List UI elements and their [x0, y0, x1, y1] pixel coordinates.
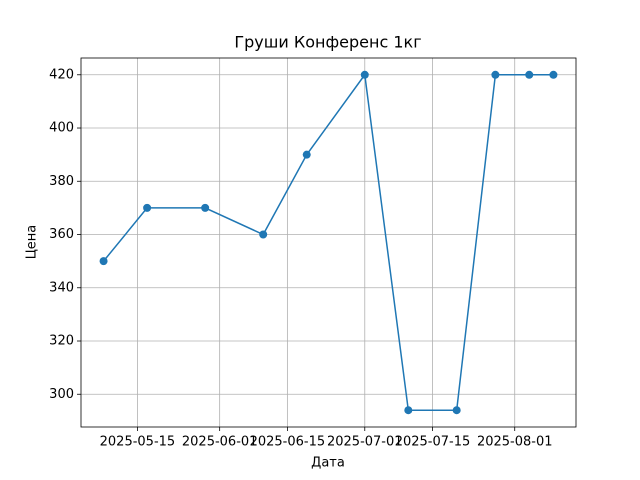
- y-tick-label: 420: [49, 67, 74, 82]
- y-tick-label: 320: [49, 334, 74, 349]
- y-axis-label: Цена: [25, 225, 40, 260]
- y-tick-label: 380: [49, 174, 74, 189]
- plot-frame: [80, 57, 577, 428]
- marker: [143, 203, 152, 212]
- x-tick-label: 2025-06-15: [250, 435, 326, 450]
- y-tick-label: 340: [49, 280, 74, 295]
- x-axis-label: Дата: [311, 456, 345, 471]
- marker: [201, 203, 210, 212]
- marker: [360, 70, 369, 79]
- x-tick-label: 2025-07-15: [395, 435, 471, 450]
- x-tick-label: 2025-07-01: [327, 435, 403, 450]
- y-tick-label: 400: [49, 121, 74, 136]
- marker: [302, 150, 311, 159]
- marker: [549, 70, 558, 79]
- x-tick-label: 2025-08-01: [477, 435, 553, 450]
- marker: [259, 230, 268, 239]
- x-tick-label: 2025-06-01: [182, 435, 258, 450]
- marker: [491, 70, 500, 79]
- chart-title: Груши Конференс 1кг: [234, 33, 421, 52]
- marker: [525, 70, 534, 79]
- y-tick-label: 300: [49, 387, 74, 402]
- y-tick-label: 360: [49, 227, 74, 242]
- marker: [99, 257, 108, 266]
- x-tick-label: 2025-05-15: [100, 435, 176, 450]
- marker: [404, 406, 413, 415]
- marker: [452, 406, 461, 415]
